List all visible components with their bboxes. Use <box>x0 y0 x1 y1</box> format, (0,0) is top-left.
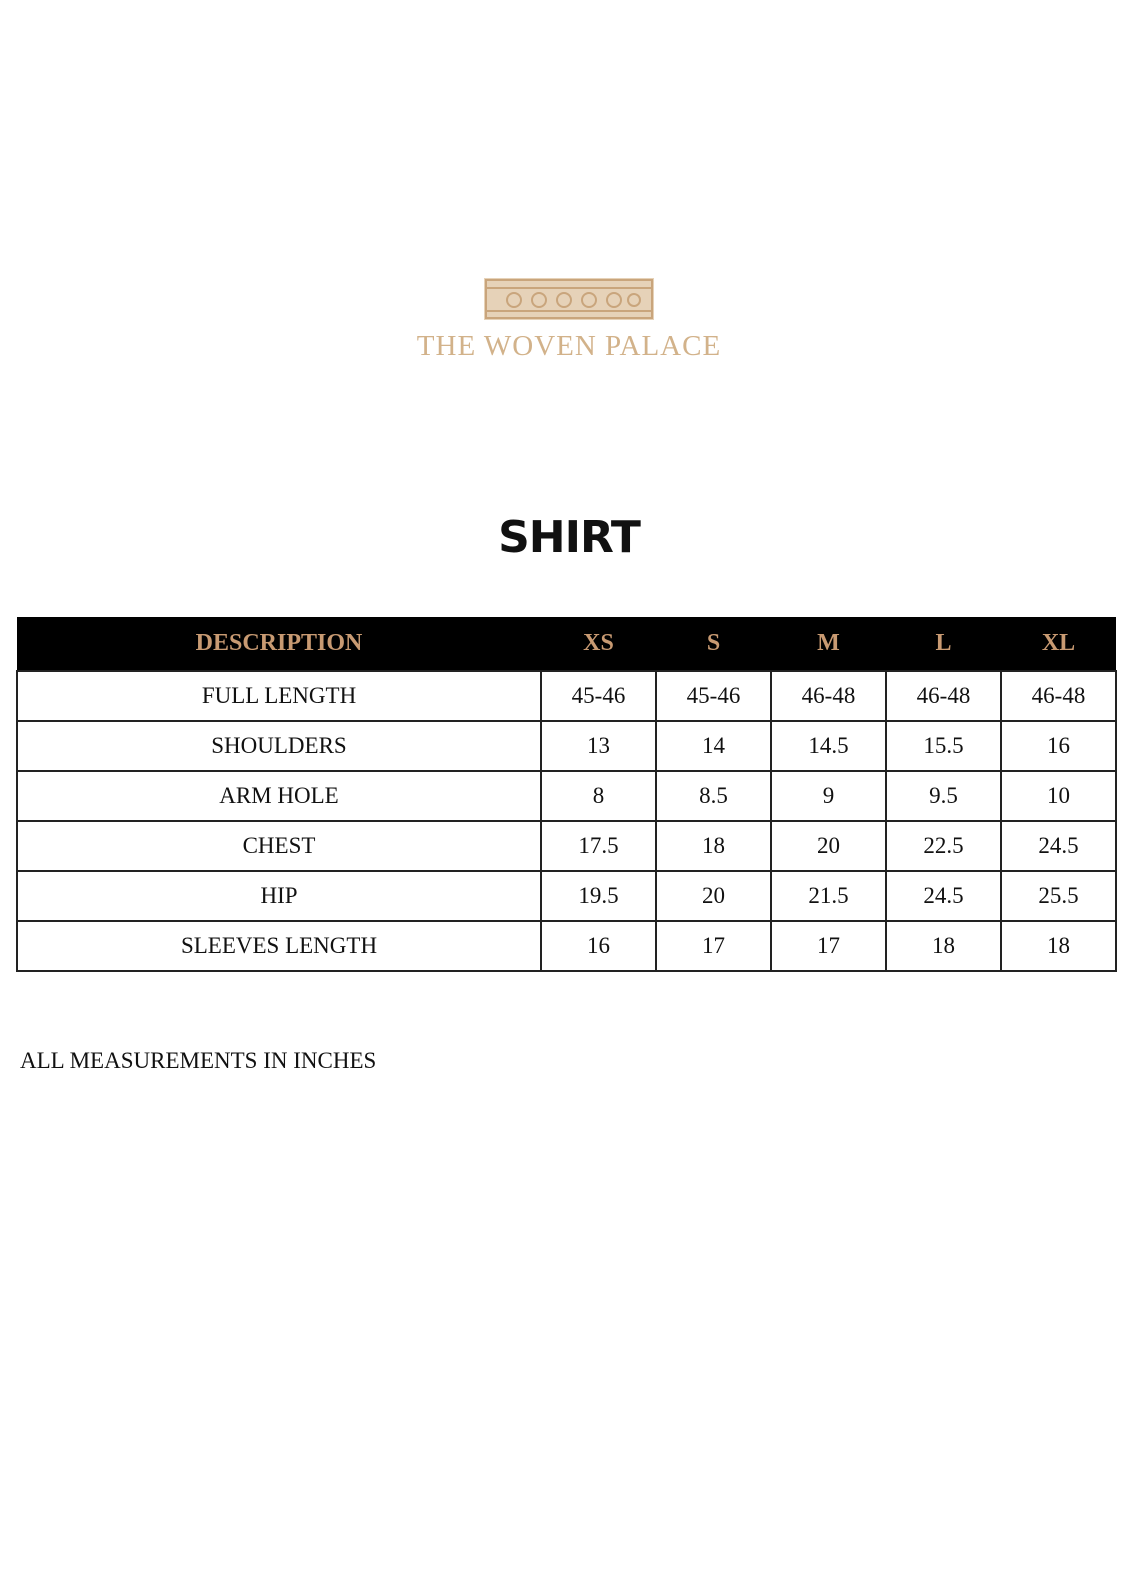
size-chart-table: DESCRIPTION XS S M L XL FULL LENGTH 45-46 45-46… <box>16 617 1117 972</box>
brand-logo: THE WOVEN PALACE <box>0 278 1138 363</box>
table-row: CHEST 17.5 18 20 22.5 24.5 <box>16 820 1117 872</box>
table-cell: 16 <box>540 920 657 972</box>
table-cell: 45-46 <box>540 670 657 722</box>
table-cell: 45-46 <box>655 670 772 722</box>
row-label: FULL LENGTH <box>16 670 542 722</box>
table-cell: 24.5 <box>1000 820 1117 872</box>
table-row: FULL LENGTH 45-46 45-46 46-48 46-48 46-48 <box>16 670 1117 722</box>
table-cell: 8 <box>540 770 657 822</box>
table-cell: 15.5 <box>885 720 1002 772</box>
table-cell: 17.5 <box>540 820 657 872</box>
column-header: M <box>771 617 886 671</box>
row-label: CHEST <box>16 820 542 872</box>
brand-name: THE WOVEN PALACE <box>416 330 722 362</box>
table-cell: 22.5 <box>885 820 1002 872</box>
table-cell: 20 <box>655 870 772 922</box>
table-cell: 46-48 <box>770 670 887 722</box>
row-label: HIP <box>16 870 542 922</box>
column-header: XS <box>541 617 656 671</box>
table-cell: 16 <box>1000 720 1117 772</box>
table-cell: 8.5 <box>655 770 772 822</box>
table-row: ARM HOLE 8 8.5 9 9.5 10 <box>16 770 1117 822</box>
table-cell: 18 <box>1000 920 1117 972</box>
table-cell: 20 <box>770 820 887 872</box>
table-cell: 24.5 <box>885 870 1002 922</box>
measurement-note: ALL MEASUREMENTS IN INCHES <box>20 1048 377 1073</box>
page-title: SHIRT <box>498 512 641 563</box>
column-header: XL <box>1001 617 1116 671</box>
row-label: SHOULDERS <box>16 720 542 772</box>
table-cell: 14.5 <box>770 720 887 772</box>
table-header-row: DESCRIPTION XS S M L XL <box>17 617 1116 671</box>
column-header: L <box>886 617 1001 671</box>
table-cell: 9 <box>770 770 887 822</box>
column-header: S <box>656 617 771 671</box>
table-cell: 17 <box>655 920 772 972</box>
table-row: HIP 19.5 20 21.5 24.5 25.5 <box>16 870 1117 922</box>
table-cell: 17 <box>770 920 887 972</box>
table-cell: 21.5 <box>770 870 887 922</box>
palace-pattern-icon <box>484 278 654 320</box>
table-cell: 10 <box>1000 770 1117 822</box>
row-label: SLEEVES LENGTH <box>16 920 542 972</box>
table-cell: 46-48 <box>1000 670 1117 722</box>
column-header: DESCRIPTION <box>17 617 541 671</box>
table-cell: 18 <box>885 920 1002 972</box>
table-cell: 19.5 <box>540 870 657 922</box>
table-row: SLEEVES LENGTH 16 17 17 18 18 <box>16 920 1117 972</box>
table-cell: 18 <box>655 820 772 872</box>
table-cell: 9.5 <box>885 770 1002 822</box>
table-row: SHOULDERS 13 14 14.5 15.5 16 <box>16 720 1117 772</box>
table-cell: 25.5 <box>1000 870 1117 922</box>
row-label: ARM HOLE <box>16 770 542 822</box>
table-cell: 14 <box>655 720 772 772</box>
table-cell: 13 <box>540 720 657 772</box>
table-cell: 46-48 <box>885 670 1002 722</box>
